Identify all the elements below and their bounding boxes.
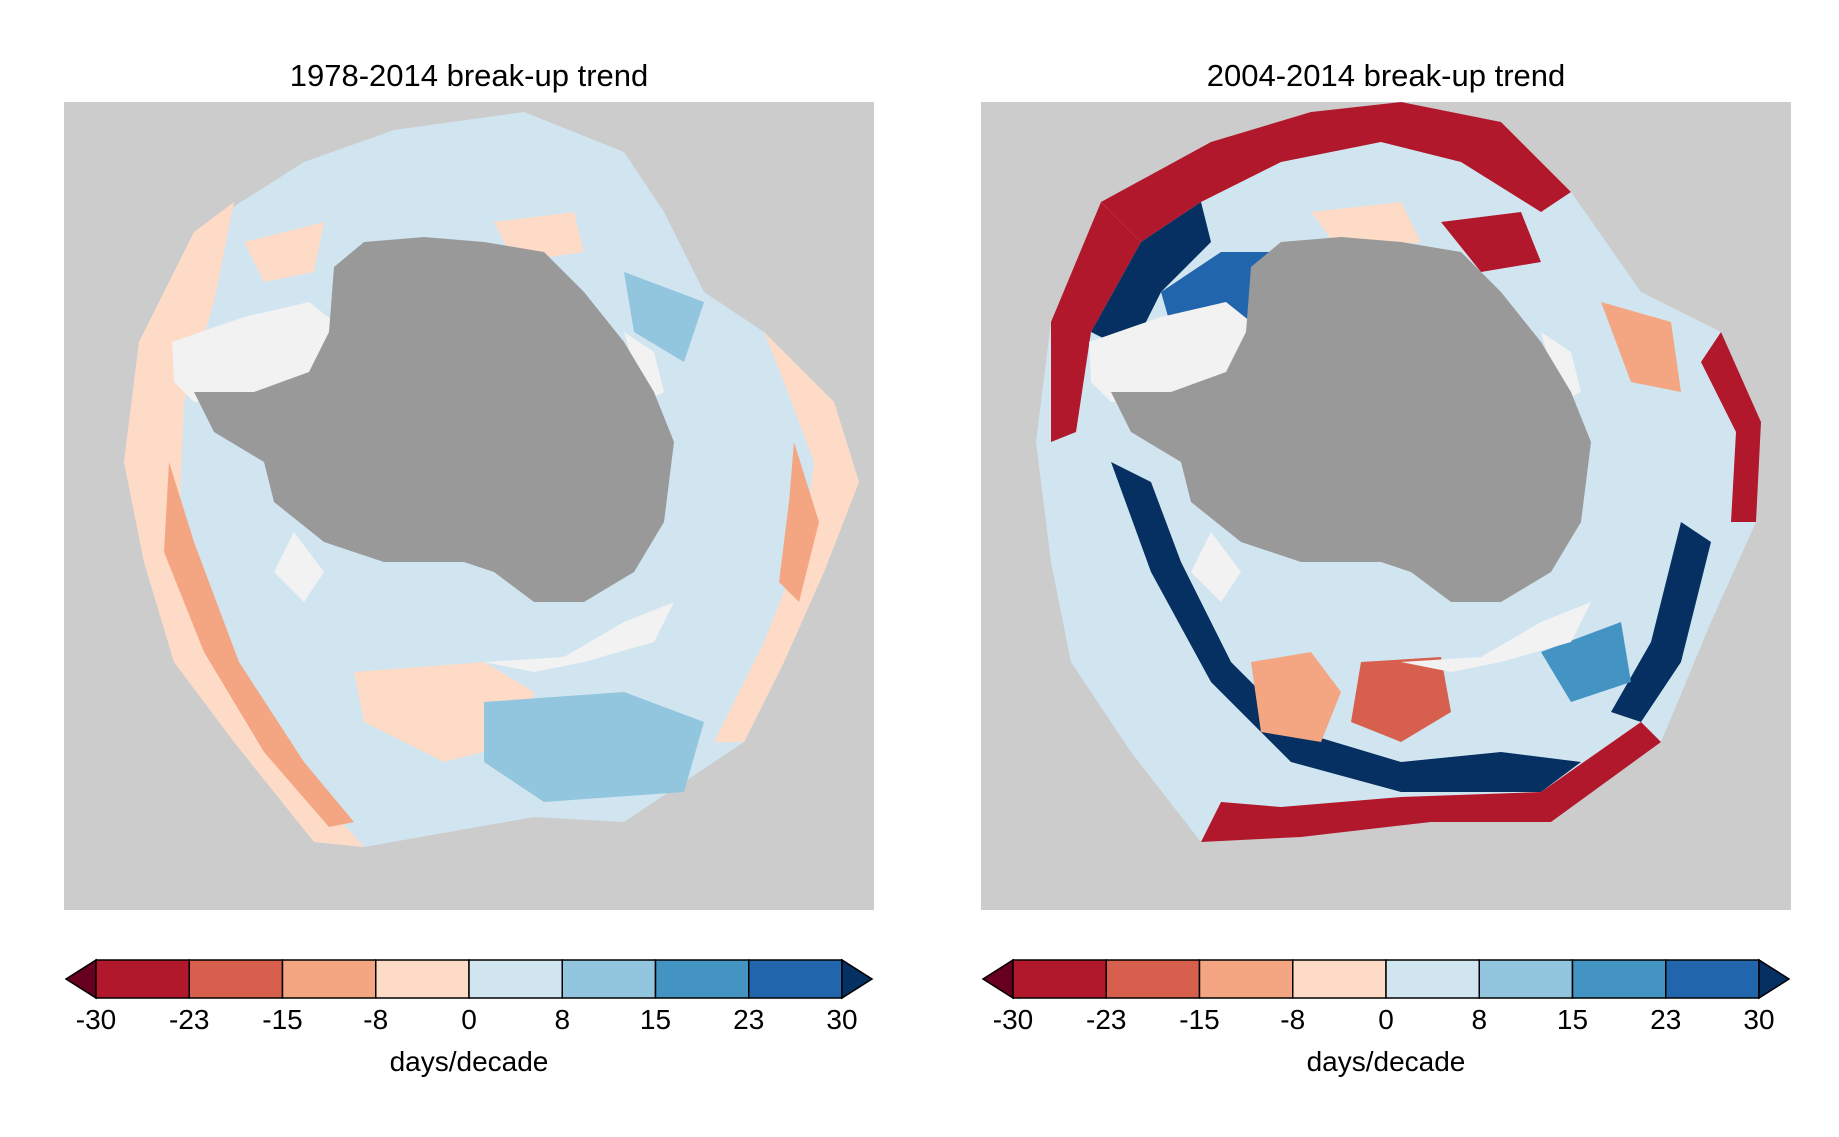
colorbar-segment	[748, 959, 843, 999]
ice-shelf	[484, 602, 674, 672]
colorbar-tick-label: -15	[1179, 1004, 1220, 1035]
ross-ice-shelf	[172, 302, 334, 402]
colorbar-tick-label: 15	[639, 1004, 672, 1035]
ice-shelf	[1401, 602, 1591, 672]
colorbar-segment	[95, 959, 190, 999]
trend-band-dark-red	[1101, 102, 1571, 242]
trend-patch-red	[1601, 302, 1681, 392]
colorbar-tick-label: -23	[169, 1004, 210, 1035]
colorbar	[64, 958, 874, 1000]
colorbar-tick-label: 23	[1650, 1004, 1682, 1035]
colorbar-tick-label: 15	[1556, 1004, 1589, 1035]
ross-ice-shelf	[1089, 302, 1251, 402]
colorbar-tick-label: 0	[1378, 1004, 1394, 1035]
trend-band-light-red	[714, 332, 859, 742]
trend-band-mid-blue	[1541, 622, 1631, 702]
colorbar-segments	[981, 958, 1791, 1000]
trend-band-dark-blue	[1111, 462, 1581, 792]
colorbar-segment	[281, 959, 377, 999]
colorbar-segment	[561, 959, 657, 999]
trend-band-dark-blue	[1611, 522, 1711, 722]
colorbar-tick-label: -30	[992, 1004, 1034, 1035]
colorbar-segment	[375, 959, 470, 999]
trend-band-dark-red	[1051, 202, 1141, 442]
trend-patch-light-red	[244, 222, 324, 282]
antarctica-landmass	[194, 237, 674, 602]
map-area	[64, 102, 874, 910]
colorbar-tick-label: -23	[1086, 1004, 1127, 1035]
colorbar-segment	[654, 959, 750, 999]
colorbar-tick-label: 8	[554, 1004, 571, 1035]
colorbar-segment	[1665, 959, 1760, 999]
trend-band-mid-red	[164, 462, 354, 827]
trend-patch-dark-red	[1441, 212, 1541, 272]
trend-band-mid-red	[779, 442, 819, 602]
map-panel-1978-2014: 1978-2014 break-up trend -30 -23 -15 -8 0 8	[64, 0, 874, 1137]
colorbar-extend-min	[981, 958, 1014, 1000]
ice-shelf	[1541, 332, 1581, 402]
map-area	[981, 102, 1791, 910]
trend-band-dark-blue	[1091, 202, 1211, 352]
trend-map	[1036, 102, 1761, 842]
map-title: 2004-2014 break-up trend	[1206, 58, 1566, 93]
colorbar-segment	[1385, 959, 1480, 999]
antarctica-landmass	[1111, 237, 1591, 602]
colorbar-tick-label: 23	[733, 1004, 765, 1035]
colorbar-segment	[1105, 959, 1201, 999]
ice-shelf	[624, 332, 664, 402]
trend-patch-red	[1251, 652, 1341, 742]
trend-patch-red	[1351, 657, 1451, 742]
colorbar-tick-label: -8	[363, 1004, 389, 1035]
colorbar	[981, 958, 1791, 1000]
colorbar-segment	[1478, 959, 1574, 999]
map-title: 1978-2014 break-up trend	[289, 58, 649, 93]
trend-band-dark-red	[1201, 722, 1661, 842]
ice-shelf	[1191, 532, 1241, 602]
colorbar-segments	[64, 958, 874, 1000]
trend-patch-light-blue	[484, 692, 704, 802]
colorbar-segment	[1292, 959, 1387, 999]
colorbar-tick-label: 8	[1471, 1004, 1488, 1035]
colorbar-tick-label: 30	[826, 1004, 858, 1035]
ice-shelf	[274, 532, 324, 602]
colorbar-segment	[1571, 959, 1667, 999]
colorbar-extend-min	[64, 958, 97, 1000]
colorbar-segment	[1012, 959, 1107, 999]
colorbar-tick-label: -15	[262, 1004, 303, 1035]
colorbar-unit-label: days/decade	[1306, 1046, 1466, 1077]
trend-band-dark-red	[1701, 332, 1761, 522]
colorbar-tick-label: 0	[461, 1004, 477, 1035]
colorbar-extend-max	[1758, 958, 1791, 1000]
colorbar-segment	[1198, 959, 1294, 999]
colorbar-tick-label: -8	[1280, 1004, 1306, 1035]
colorbar-extend-max	[841, 958, 874, 1000]
colorbar-tick-label: 30	[1743, 1004, 1775, 1035]
colorbar-tick-label: -30	[75, 1004, 117, 1035]
colorbar-segment	[468, 959, 563, 999]
map-panel-2004-2014: 2004-2014 break-up trend	[981, 0, 1791, 1137]
trend-patch-light-blue	[624, 272, 704, 362]
colorbar-unit-label: days/decade	[389, 1046, 549, 1077]
colorbar-segment	[188, 959, 284, 999]
trend-map	[124, 112, 859, 847]
